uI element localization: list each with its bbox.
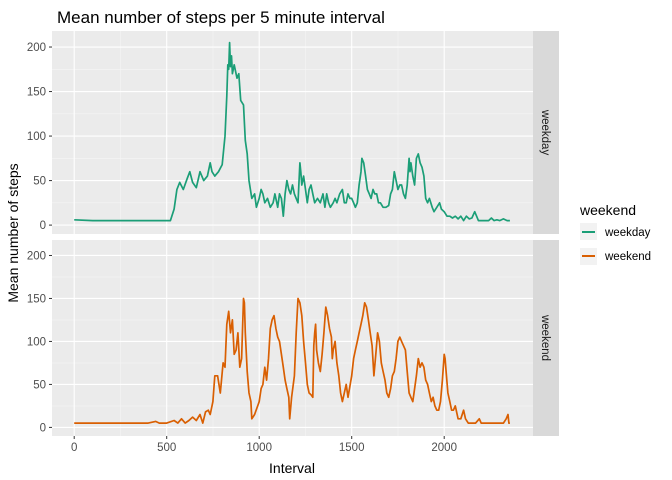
y-tick-label: 200 (27, 250, 46, 262)
y-tick-label: 50 (33, 176, 46, 188)
y-tick-label: 150 (27, 87, 46, 99)
y-tick-label: 0 (40, 422, 46, 434)
facet-strip-weekday (533, 31, 559, 234)
legend-entry-weekday: weekday (580, 223, 651, 240)
x-tick-label: 2000 (431, 442, 457, 454)
x-ticks: 0 500 1000 1500 2000 (71, 436, 457, 454)
x-tick-label: 1500 (339, 442, 365, 454)
y-tick-label: 0 (40, 220, 46, 232)
chart-title: Mean number of steps per 5 minute interv… (57, 8, 385, 27)
legend: weekend weekday weekend (579, 202, 651, 265)
legend-label-weekday: weekday (604, 227, 651, 239)
panel-background (52, 31, 533, 234)
panel-weekday: weekday (52, 31, 559, 234)
x-tick-label: 0 (71, 442, 77, 454)
x-tick-label: 1000 (246, 442, 272, 454)
legend-label-weekend: weekend (604, 251, 651, 263)
x-tick-label: 500 (157, 442, 176, 454)
y-tick-label: 200 (27, 42, 46, 54)
panel-grid (52, 31, 533, 234)
panel-background (52, 240, 533, 436)
panel-weekend: weekend (52, 240, 559, 436)
y-tick-label: 100 (27, 336, 46, 348)
facet-strip-weekend (533, 240, 559, 436)
y-ticks: 0 50 100 150 200 0 50 100 150 200 (27, 42, 52, 434)
series-line-weekend (74, 297, 510, 424)
facet-strip-label-weekday: weekday (539, 109, 551, 156)
legend-entry-weekend: weekend (580, 248, 651, 265)
facet-strip-label-weekend: weekend (539, 314, 551, 361)
y-tick-label: 150 (27, 293, 46, 305)
y-tick-label: 50 (33, 379, 46, 391)
x-axis-title: Interval (269, 460, 315, 476)
legend-title: weekend (579, 202, 636, 218)
y-axis-title: Mean number of steps (5, 163, 21, 302)
series-line-weekday (74, 41, 510, 222)
y-tick-label: 100 (27, 131, 46, 143)
